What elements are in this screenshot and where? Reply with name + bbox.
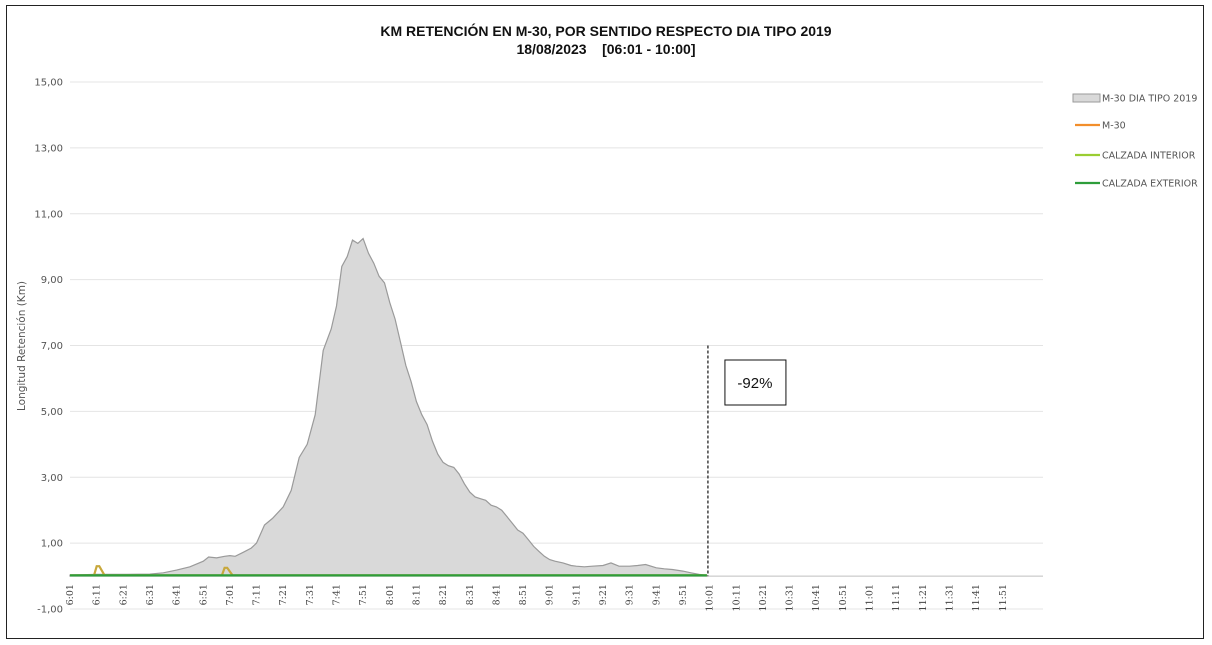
x-tick-label: 7:41	[332, 584, 343, 605]
x-tick-label: 7:51	[358, 584, 369, 605]
x-tick-label: 11:21	[918, 584, 929, 611]
chart-title-block: KM RETENCIÓN EN M-30, POR SENTIDO RESPEC…	[0, 22, 1212, 58]
x-tick-label: 7:31	[305, 584, 316, 605]
grid-lines	[70, 81, 1043, 610]
annotation-layer: -92%	[707, 345, 787, 577]
x-tick-label: 10:01	[705, 584, 716, 611]
chart-subtitle: 18/08/2023 [06:01 - 10:00]	[516, 41, 696, 57]
y-tick-label: 13,00	[34, 143, 63, 154]
x-tick-label: 9:01	[545, 584, 556, 605]
legend-label: CALZADA EXTERIOR	[1102, 179, 1198, 190]
x-tick-label: 6:41	[172, 584, 183, 605]
x-tick-label: 8:41	[491, 584, 502, 605]
y-tick-label: 7,00	[41, 341, 63, 352]
x-tick-label: 10:11	[731, 584, 742, 611]
y-tick-labels: -1,00 1,00 3,00 5,00 7,00 9,00 11,00 13,00 15,00	[34, 78, 63, 616]
x-tick-label: 8:11	[411, 584, 422, 605]
x-tick-label: 11:51	[998, 584, 1009, 611]
x-tick-label: 9:41	[651, 584, 662, 605]
x-tick-label: 7:21	[278, 584, 289, 605]
x-tick-label: 11:31	[944, 584, 955, 611]
x-tick-label: 8:51	[518, 584, 529, 605]
legend: M-30 DIA TIPO 2019 M-30 CALZADA INTERIOR CA…	[1072, 93, 1198, 190]
y-axis-label: Longitud Retención (Km)	[16, 281, 28, 411]
x-tick-label: 11:01	[865, 584, 876, 611]
x-tick-label: 8:01	[385, 584, 396, 605]
x-tick-label: 6:51	[198, 584, 209, 605]
x-tick-labels: 6:01 6:11 6:21 6:31 6:41 6:51 7:01 7:11 7:21 7:31…	[65, 584, 1009, 611]
chart-frame	[6, 5, 1204, 639]
annotation-label: -92%	[737, 375, 772, 392]
x-tick-label: 8:21	[438, 584, 449, 605]
x-tick-label: 9:51	[678, 584, 689, 605]
x-tick-label: 11:11	[891, 584, 902, 611]
y-tick-label: 15,00	[34, 78, 63, 89]
y-tick-label: 1,00	[41, 539, 63, 550]
legend-label: M-30 DIA TIPO 2019	[1102, 94, 1197, 105]
legend-label: M-30	[1102, 121, 1126, 132]
area-series	[69, 237, 708, 577]
x-tick-label: 6:01	[65, 584, 76, 605]
x-tick-label: 10:41	[811, 584, 822, 611]
y-tick-label: 5,00	[41, 407, 63, 418]
annotation-box	[724, 359, 787, 406]
x-tick-label: 7:01	[225, 584, 236, 605]
x-tick-label: 6:31	[145, 584, 156, 605]
y-tick-label: 9,00	[41, 275, 63, 286]
x-tick-label: 9:21	[598, 584, 609, 605]
x-tick-label: 10:31	[785, 584, 796, 611]
legend-swatch	[1072, 93, 1101, 103]
area-series-dia-tipo-2019	[69, 237, 708, 577]
chart-title: KM RETENCIÓN EN M-30, POR SENTIDO RESPEC…	[380, 23, 832, 39]
x-tick-label: 10:51	[838, 584, 849, 611]
x-tick-label: 11:41	[971, 584, 982, 611]
y-tick-label: 11,00	[34, 209, 63, 220]
x-tick-label: 8:31	[465, 584, 476, 605]
legend-label: CALZADA INTERIOR	[1102, 151, 1196, 162]
x-tick-label: 7:11	[252, 584, 263, 605]
x-tick-label: 9:31	[625, 584, 636, 605]
line-series	[70, 565, 707, 577]
x-tick-label: 10:21	[758, 584, 769, 611]
x-tick-label: 6:11	[92, 584, 103, 605]
x-tick-label: 6:21	[118, 584, 129, 605]
y-tick-label: 3,00	[41, 473, 63, 484]
y-tick-label: -1,00	[37, 605, 63, 616]
x-tick-label: 9:11	[571, 584, 582, 605]
